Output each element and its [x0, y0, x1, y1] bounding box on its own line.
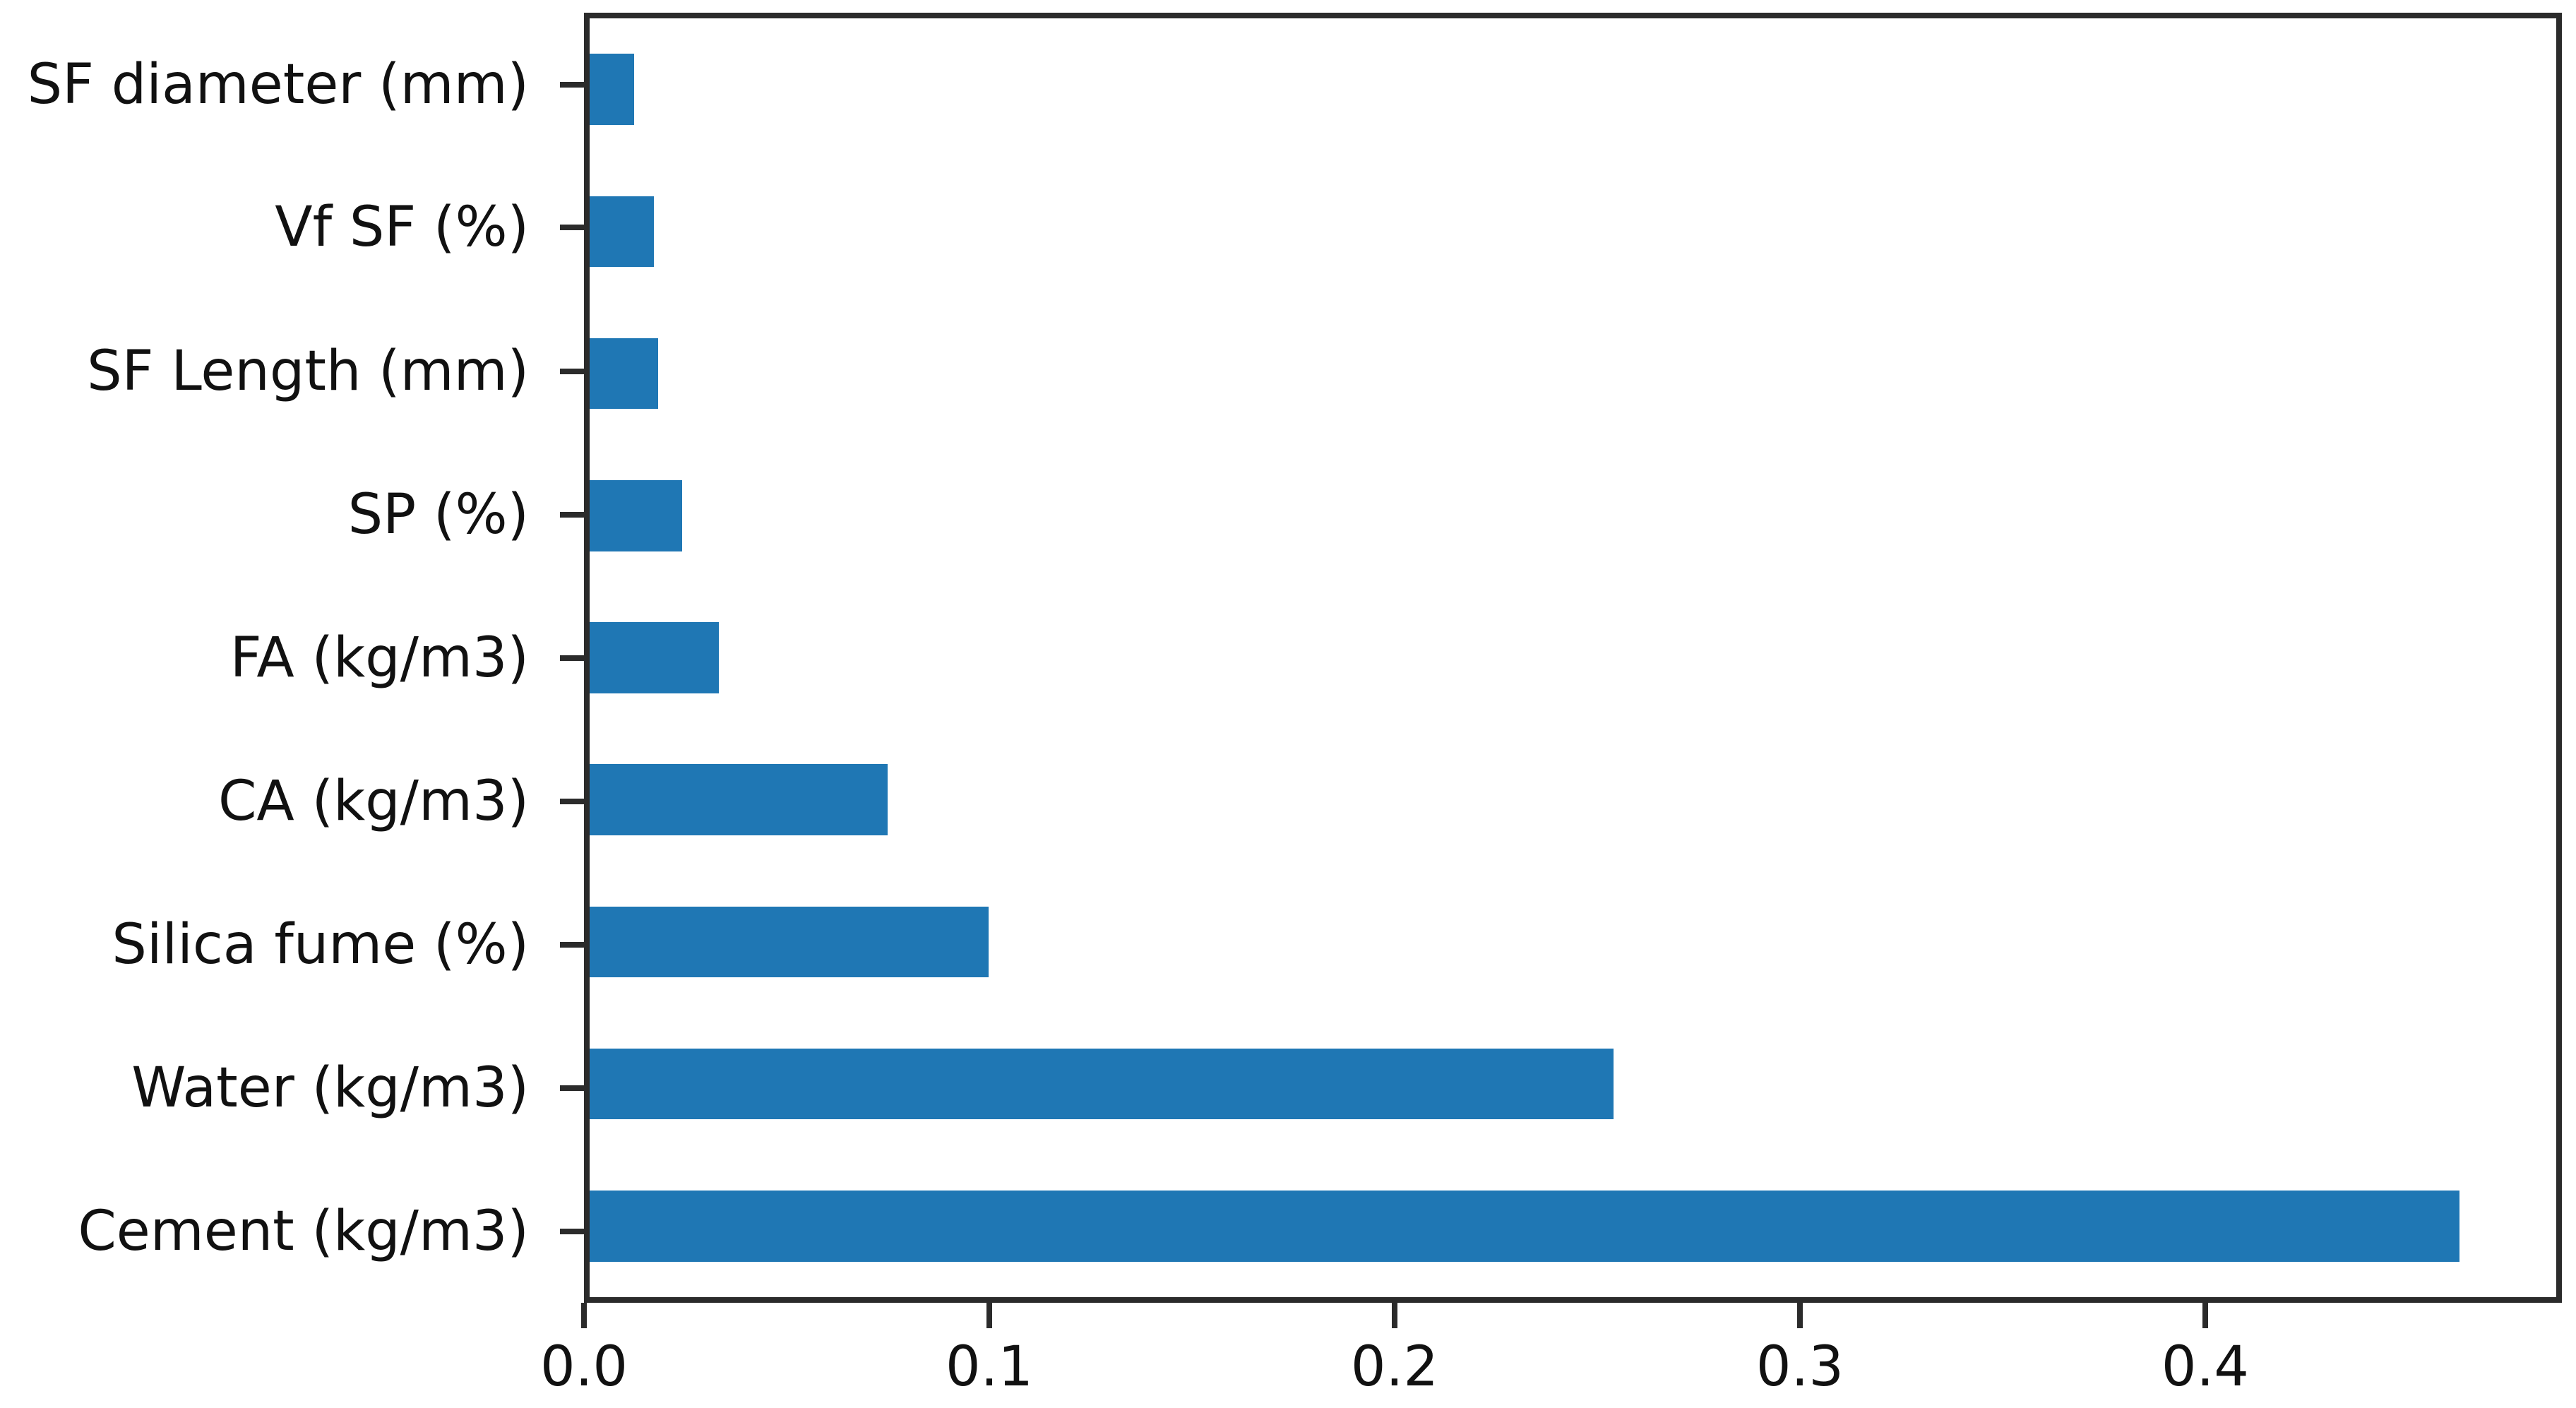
y-tick-mark: [560, 1085, 584, 1091]
y-axis: SF diameter (mm) Vf SF (%) SF Length (mm) S…: [0, 13, 584, 1303]
x-tick-label: 0.3: [1755, 1335, 1844, 1399]
x-tick-mark: [1796, 1303, 1803, 1328]
y-tick-label: Cement (kg/m3): [78, 1199, 529, 1263]
bar: [590, 338, 659, 410]
y-tick-mark: [560, 81, 584, 88]
y-tick-label: Silica fume (%): [112, 912, 529, 977]
y-tick-mark: [560, 655, 584, 661]
bar: [590, 906, 989, 978]
x-tick-mark: [1391, 1303, 1397, 1328]
y-tick-label: Vf SF (%): [275, 196, 529, 260]
bar: [590, 764, 888, 836]
x-tick-label: 0.4: [2161, 1335, 2249, 1399]
x-tick-mark: [2202, 1303, 2208, 1328]
bar: [590, 1191, 2460, 1262]
bar: [590, 54, 634, 125]
y-tick-label: SF Length (mm): [87, 339, 529, 403]
y-tick-mark: [560, 225, 584, 231]
x-tick-label: 0.1: [945, 1335, 1033, 1399]
y-tick-label: SF diameter (mm): [27, 52, 529, 117]
plot-area: [584, 13, 2562, 1303]
x-tick-label: 0.2: [1350, 1335, 1438, 1399]
x-tick-mark: [581, 1303, 587, 1328]
y-tick-mark: [560, 368, 584, 374]
x-tick-label: 0.0: [539, 1335, 628, 1399]
bar: [590, 1048, 1614, 1120]
y-tick-mark: [560, 1228, 584, 1234]
y-tick-mark: [560, 798, 584, 804]
bar: [590, 479, 683, 551]
y-tick-label: CA (kg/m3): [217, 769, 529, 833]
y-tick-label: FA (kg/m3): [229, 626, 529, 690]
y-tick-mark: [560, 941, 584, 948]
y-tick-mark: [560, 511, 584, 518]
y-tick-label: SP (%): [347, 482, 529, 547]
bar: [590, 196, 655, 268]
x-tick-mark: [986, 1303, 992, 1328]
x-axis: 0.0 0.1 0.2 0.3 0.4: [540, 1303, 2562, 1408]
bar: [590, 622, 719, 693]
y-tick-label: Water (kg/m3): [131, 1056, 529, 1120]
